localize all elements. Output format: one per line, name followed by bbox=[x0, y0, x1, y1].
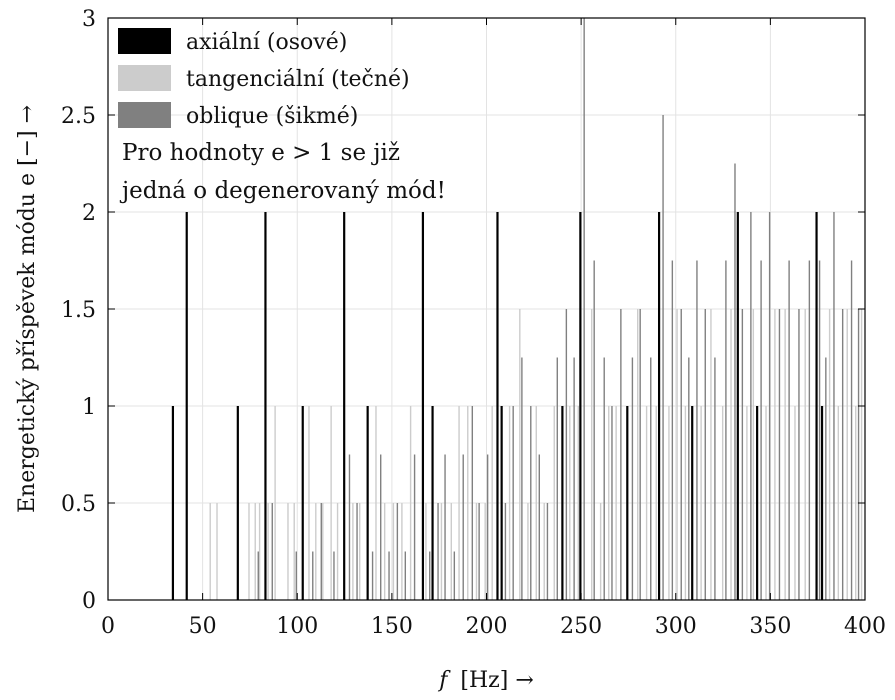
legend-swatch bbox=[118, 65, 171, 91]
degenerate-mode-note: Pro hodnoty e > 1 se již jedná o degener… bbox=[119, 140, 446, 204]
note-line-2: jedná o degenerovaný mód! bbox=[119, 178, 446, 204]
ticks bbox=[107, 17, 866, 601]
legend-label: axiální (osové) bbox=[186, 30, 347, 55]
x-tick-label: 300 bbox=[655, 614, 697, 639]
y-tick-label: 0 bbox=[82, 589, 96, 614]
y-axis-title: Energetický příspěvek módu e [−] → bbox=[15, 105, 40, 513]
bars bbox=[171, 18, 863, 600]
x-tick-label: 400 bbox=[844, 614, 886, 639]
legend-label: oblique (šikmé) bbox=[186, 104, 358, 129]
y-tick-label: 2.5 bbox=[61, 104, 96, 129]
y-tick-label: 1 bbox=[82, 395, 96, 420]
x-tick-label: 350 bbox=[749, 614, 791, 639]
x-tick-label: 250 bbox=[560, 614, 602, 639]
x-axis-title: f [Hz] → bbox=[437, 668, 534, 693]
legend: axiální (osové) tangenciální (tečné) obliq… bbox=[118, 28, 410, 129]
legend-swatch bbox=[118, 102, 171, 128]
x-tick-label: 0 bbox=[101, 614, 115, 639]
legend-swatch bbox=[118, 28, 171, 54]
x-tick-label: 50 bbox=[189, 614, 217, 639]
y-tick-label: 0.5 bbox=[61, 492, 96, 517]
x-axis-unit: [Hz] → bbox=[460, 668, 533, 693]
x-tick-label: 150 bbox=[371, 614, 413, 639]
legend-label: tangenciální (tečné) bbox=[186, 67, 410, 92]
x-axis-variable: f bbox=[437, 668, 451, 693]
tick-labels: 0 50 100 150 200 250 300 350 400 0 0.5 1 1.5 2 2.5 3 bbox=[61, 7, 886, 639]
x-tick-label: 100 bbox=[276, 614, 318, 639]
y-tick-label: 2 bbox=[82, 201, 96, 226]
note-line-1: Pro hodnoty e > 1 se již bbox=[122, 140, 400, 166]
x-tick-label: 200 bbox=[466, 614, 508, 639]
y-tick-label: 3 bbox=[82, 7, 96, 32]
y-tick-label: 1.5 bbox=[61, 298, 96, 323]
